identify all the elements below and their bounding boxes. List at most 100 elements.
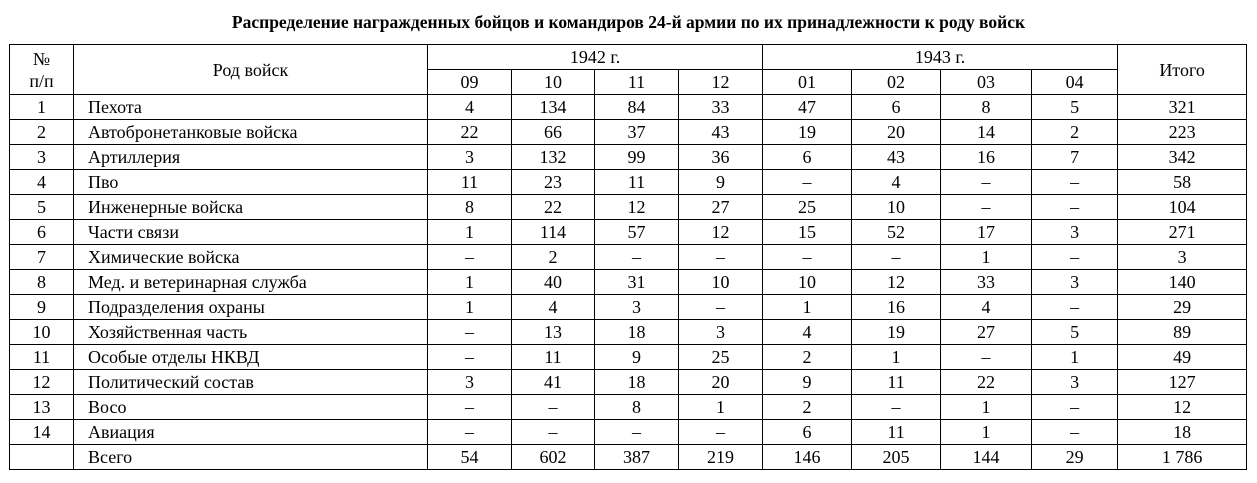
header-month: 09 [427, 69, 512, 95]
row-value: 3 [1031, 369, 1119, 395]
row-value: 25 [762, 194, 853, 220]
row-value: – [762, 169, 853, 195]
row-value: 12 [594, 194, 679, 220]
row-value: – [427, 244, 512, 270]
row-value: 1 [940, 244, 1033, 270]
row-value: 1 [851, 344, 942, 370]
row-value: 9 [762, 369, 853, 395]
row-value: 4 [940, 294, 1033, 320]
row-value: 25 [677, 344, 764, 370]
row-value: 84 [594, 94, 679, 120]
row-value: 16 [851, 294, 942, 320]
row-value: 2 [1031, 119, 1119, 145]
row-value: 57 [594, 219, 679, 245]
row-number: 1 [9, 94, 74, 120]
table-row: 11 Особые отделы НКВД –11 9 25 2 1–1 49 [9, 344, 1248, 370]
row-value: – [677, 244, 764, 270]
row-value: 33 [940, 269, 1033, 295]
row-value: 52 [851, 219, 942, 245]
row-branch: Артиллерия [73, 144, 428, 170]
row-value: 1 [1031, 344, 1119, 370]
row-value: – [427, 394, 512, 420]
header-month: 12 [677, 69, 764, 95]
row-value: 27 [940, 319, 1033, 345]
row-value: 3 [594, 294, 679, 320]
row-value: 43 [677, 119, 764, 145]
row-value: – [851, 244, 942, 270]
row-value: 10 [851, 194, 942, 220]
row-value: 4 [427, 94, 512, 120]
row-branch: Пво [73, 169, 428, 195]
row-value: 9 [594, 344, 679, 370]
row-value: 54 [427, 444, 512, 470]
row-value: 18 [594, 319, 679, 345]
table-row: 5 Инженерные войска 8 22 12 27 25 10– –104 [9, 194, 1248, 220]
row-value: 1 [940, 394, 1033, 420]
row-value: 2 [762, 344, 853, 370]
row-total: 271 [1117, 219, 1248, 245]
row-total: 29 [1117, 294, 1248, 320]
row-value: 1 [677, 394, 764, 420]
row-number: 8 [9, 269, 74, 295]
row-value: 17 [940, 219, 1033, 245]
header-number-line2: п/п [29, 70, 54, 91]
row-value: 4 [851, 169, 942, 195]
row-value: 387 [594, 444, 679, 470]
row-total: 342 [1117, 144, 1248, 170]
row-value: – [1031, 194, 1119, 220]
row-branch: Инженерные войска [73, 194, 428, 220]
row-value: 5 [1031, 94, 1119, 120]
row-value: 27 [677, 194, 764, 220]
table-row: 7 Химические войска –2– – – –1–3 [9, 244, 1248, 270]
row-number [9, 444, 74, 470]
row-value: 1 [427, 219, 512, 245]
row-value: 3 [427, 369, 512, 395]
row-number: 12 [9, 369, 74, 395]
table-header: № п/п Род войск 1942 г. 1943 г. Итого 09… [9, 44, 1248, 95]
row-number: 13 [9, 394, 74, 420]
header-month: 04 [1031, 69, 1119, 95]
row-value: 3 [1031, 269, 1119, 295]
row-value: 114 [511, 219, 595, 245]
table-row: 12 Политический состав 3 41 18 20 9 11 22 3 127 [9, 369, 1248, 395]
row-total: 58 [1117, 169, 1248, 195]
row-value: 41 [511, 369, 595, 395]
row-value: – [1031, 419, 1119, 445]
row-value: 22 [940, 369, 1033, 395]
row-value: – [940, 344, 1033, 370]
header-number-line1: № [32, 48, 51, 69]
row-branch: Автобронетанковые войска [73, 119, 428, 145]
row-value: – [511, 419, 595, 445]
table-title: Распределение награжденных бойцов и кома… [231, 12, 1026, 32]
row-total: 104 [1117, 194, 1248, 220]
row-value: 16 [940, 144, 1033, 170]
row-value: – [594, 419, 679, 445]
row-value: 12 [851, 269, 942, 295]
row-value: 6 [762, 144, 853, 170]
header-number: № п/п [9, 44, 74, 95]
header-month: 03 [940, 69, 1033, 95]
row-value: 15 [762, 219, 853, 245]
row-value: 66 [511, 119, 595, 145]
row-value: 1 [762, 294, 853, 320]
row-value: 2 [511, 244, 595, 270]
table-row: 2 Автобронетанковые войска 22 66 37 43 19 20 14 2… [9, 119, 1248, 145]
row-branch: Химические войска [73, 244, 428, 270]
awards-table: № п/п Род войск 1942 г. 1943 г. Итого 09… [9, 44, 1248, 470]
row-value: 12 [677, 219, 764, 245]
row-value: 11 [511, 344, 595, 370]
row-value: 13 [511, 319, 595, 345]
row-number: 5 [9, 194, 74, 220]
row-value: 37 [594, 119, 679, 145]
row-value: 33 [677, 94, 764, 120]
row-value: – [1031, 294, 1119, 320]
row-branch: Восо [73, 394, 428, 420]
row-value: – [1031, 394, 1119, 420]
row-value: – [762, 244, 853, 270]
row-value: 2 [762, 394, 853, 420]
row-number: 11 [9, 344, 74, 370]
row-value: 99 [594, 144, 679, 170]
row-value: 4 [511, 294, 595, 320]
row-value: 11 [594, 169, 679, 195]
row-value: 144 [940, 444, 1033, 470]
